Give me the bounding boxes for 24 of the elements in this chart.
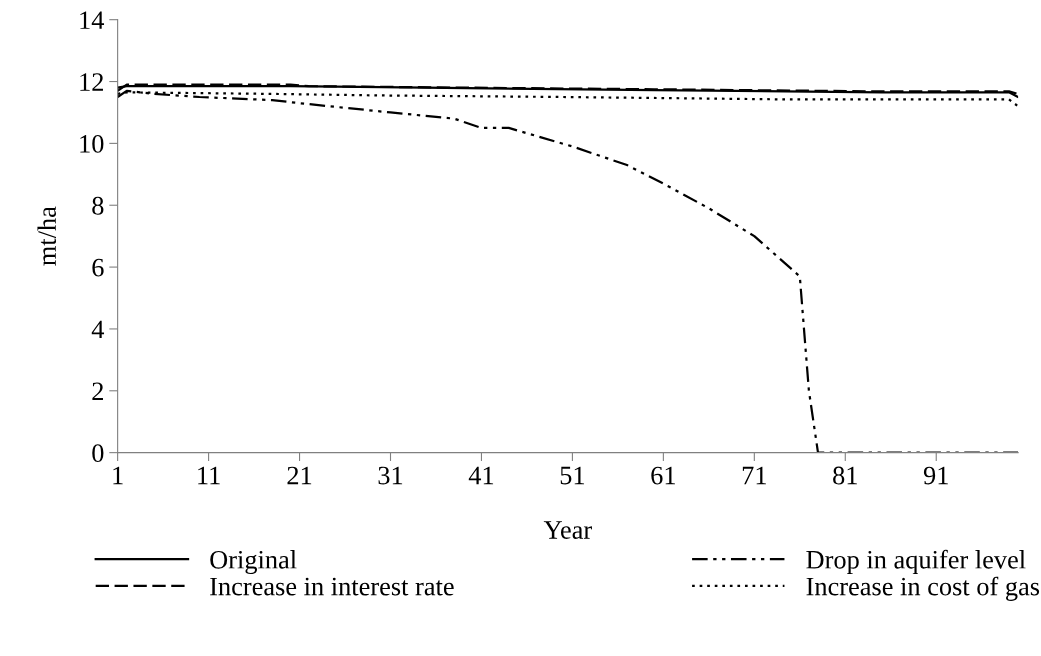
y-axis-title: mt/ha [37,206,57,266]
y-tick-label: 6 [92,258,104,277]
x-axis-title: Year [543,521,592,539]
x-tick-label: 71 [742,466,766,485]
y-tick-label: 2 [92,382,103,400]
x-tick-label: 1 [113,466,123,485]
y-tick-label: 8 [92,196,104,215]
legend-label: Original [210,550,297,575]
x-tick-label: 91 [923,466,948,485]
x-tick-label: 61 [651,466,675,485]
x-tick-label: 31 [378,466,403,485]
legend-label: Drop in aquifer level [806,549,1026,574]
y-tick-label: 14 [80,11,105,29]
y-tick-label: 0 [92,444,104,463]
y-tick-label: 10 [80,134,104,153]
y-tick-label: 12 [80,73,103,91]
x-tick-label: 41 [468,466,494,485]
legend-label: Increase in interest rate [210,577,454,596]
x-tick-label: 51 [560,466,585,485]
x-tick-label: 21 [287,466,312,485]
y-tick-label: 4 [91,320,105,339]
x-tick-label: 11 [198,466,220,485]
legend-label: Increase in cost of gas [806,576,1040,601]
x-tick-label: 81 [833,466,857,485]
